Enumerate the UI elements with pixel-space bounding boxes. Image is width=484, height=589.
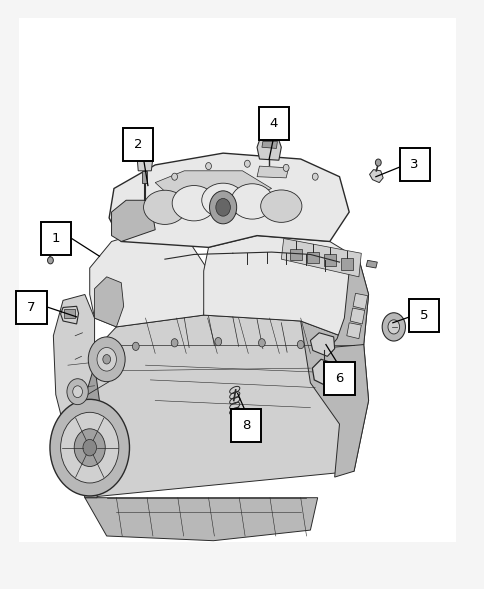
Circle shape (74, 429, 105, 466)
Polygon shape (369, 170, 382, 183)
FancyBboxPatch shape (231, 409, 261, 442)
Bar (340, 258, 352, 270)
Polygon shape (85, 498, 317, 541)
Bar (141, 171, 147, 183)
Circle shape (209, 191, 236, 224)
Polygon shape (349, 308, 364, 324)
Polygon shape (203, 236, 368, 345)
Circle shape (381, 313, 405, 341)
Bar (306, 252, 318, 263)
Polygon shape (155, 171, 271, 200)
FancyBboxPatch shape (41, 222, 71, 255)
Circle shape (60, 412, 119, 483)
Circle shape (97, 348, 116, 371)
Circle shape (205, 163, 211, 170)
Circle shape (73, 386, 82, 398)
Polygon shape (94, 277, 123, 327)
Polygon shape (329, 259, 368, 348)
Circle shape (103, 355, 110, 364)
Circle shape (215, 198, 230, 216)
Text: 6: 6 (334, 372, 343, 385)
Text: 1: 1 (51, 232, 60, 245)
Circle shape (312, 173, 318, 180)
Polygon shape (90, 230, 208, 327)
Polygon shape (44, 241, 57, 254)
Polygon shape (352, 293, 367, 309)
Polygon shape (310, 333, 334, 356)
Polygon shape (75, 315, 368, 498)
FancyBboxPatch shape (258, 107, 288, 140)
Circle shape (258, 339, 265, 347)
Ellipse shape (172, 186, 215, 221)
Text: 4: 4 (269, 117, 278, 130)
Polygon shape (281, 239, 361, 277)
FancyBboxPatch shape (16, 291, 46, 324)
Text: 7: 7 (27, 301, 36, 314)
Text: 3: 3 (409, 158, 418, 171)
Circle shape (88, 337, 125, 382)
Circle shape (214, 337, 221, 346)
Polygon shape (257, 166, 288, 178)
Polygon shape (261, 141, 277, 148)
Bar (323, 254, 335, 266)
Polygon shape (257, 140, 281, 160)
Ellipse shape (230, 184, 273, 219)
Polygon shape (300, 321, 368, 477)
Text: 8: 8 (242, 419, 250, 432)
Circle shape (387, 320, 399, 334)
FancyBboxPatch shape (123, 128, 153, 161)
Polygon shape (365, 260, 377, 268)
Circle shape (244, 160, 250, 167)
Bar (64, 309, 75, 318)
Circle shape (132, 342, 139, 350)
Text: 5: 5 (419, 309, 428, 322)
Polygon shape (19, 18, 455, 542)
FancyBboxPatch shape (399, 148, 429, 181)
Polygon shape (137, 153, 152, 171)
Ellipse shape (260, 190, 301, 222)
Circle shape (171, 339, 178, 347)
Polygon shape (312, 359, 336, 388)
Ellipse shape (201, 183, 244, 217)
Polygon shape (53, 294, 94, 433)
Ellipse shape (143, 190, 186, 224)
Circle shape (326, 345, 333, 353)
Circle shape (283, 164, 288, 171)
Circle shape (50, 399, 129, 496)
Polygon shape (109, 153, 348, 247)
Polygon shape (346, 323, 361, 339)
Polygon shape (111, 200, 155, 241)
Circle shape (67, 379, 88, 405)
Text: 2: 2 (134, 138, 142, 151)
Polygon shape (60, 306, 78, 324)
Circle shape (83, 439, 96, 456)
FancyBboxPatch shape (408, 299, 439, 332)
Polygon shape (75, 365, 102, 498)
Circle shape (47, 257, 53, 264)
Circle shape (297, 340, 303, 349)
FancyBboxPatch shape (324, 362, 354, 395)
Circle shape (375, 159, 380, 166)
Circle shape (171, 173, 177, 180)
Bar (289, 249, 301, 260)
